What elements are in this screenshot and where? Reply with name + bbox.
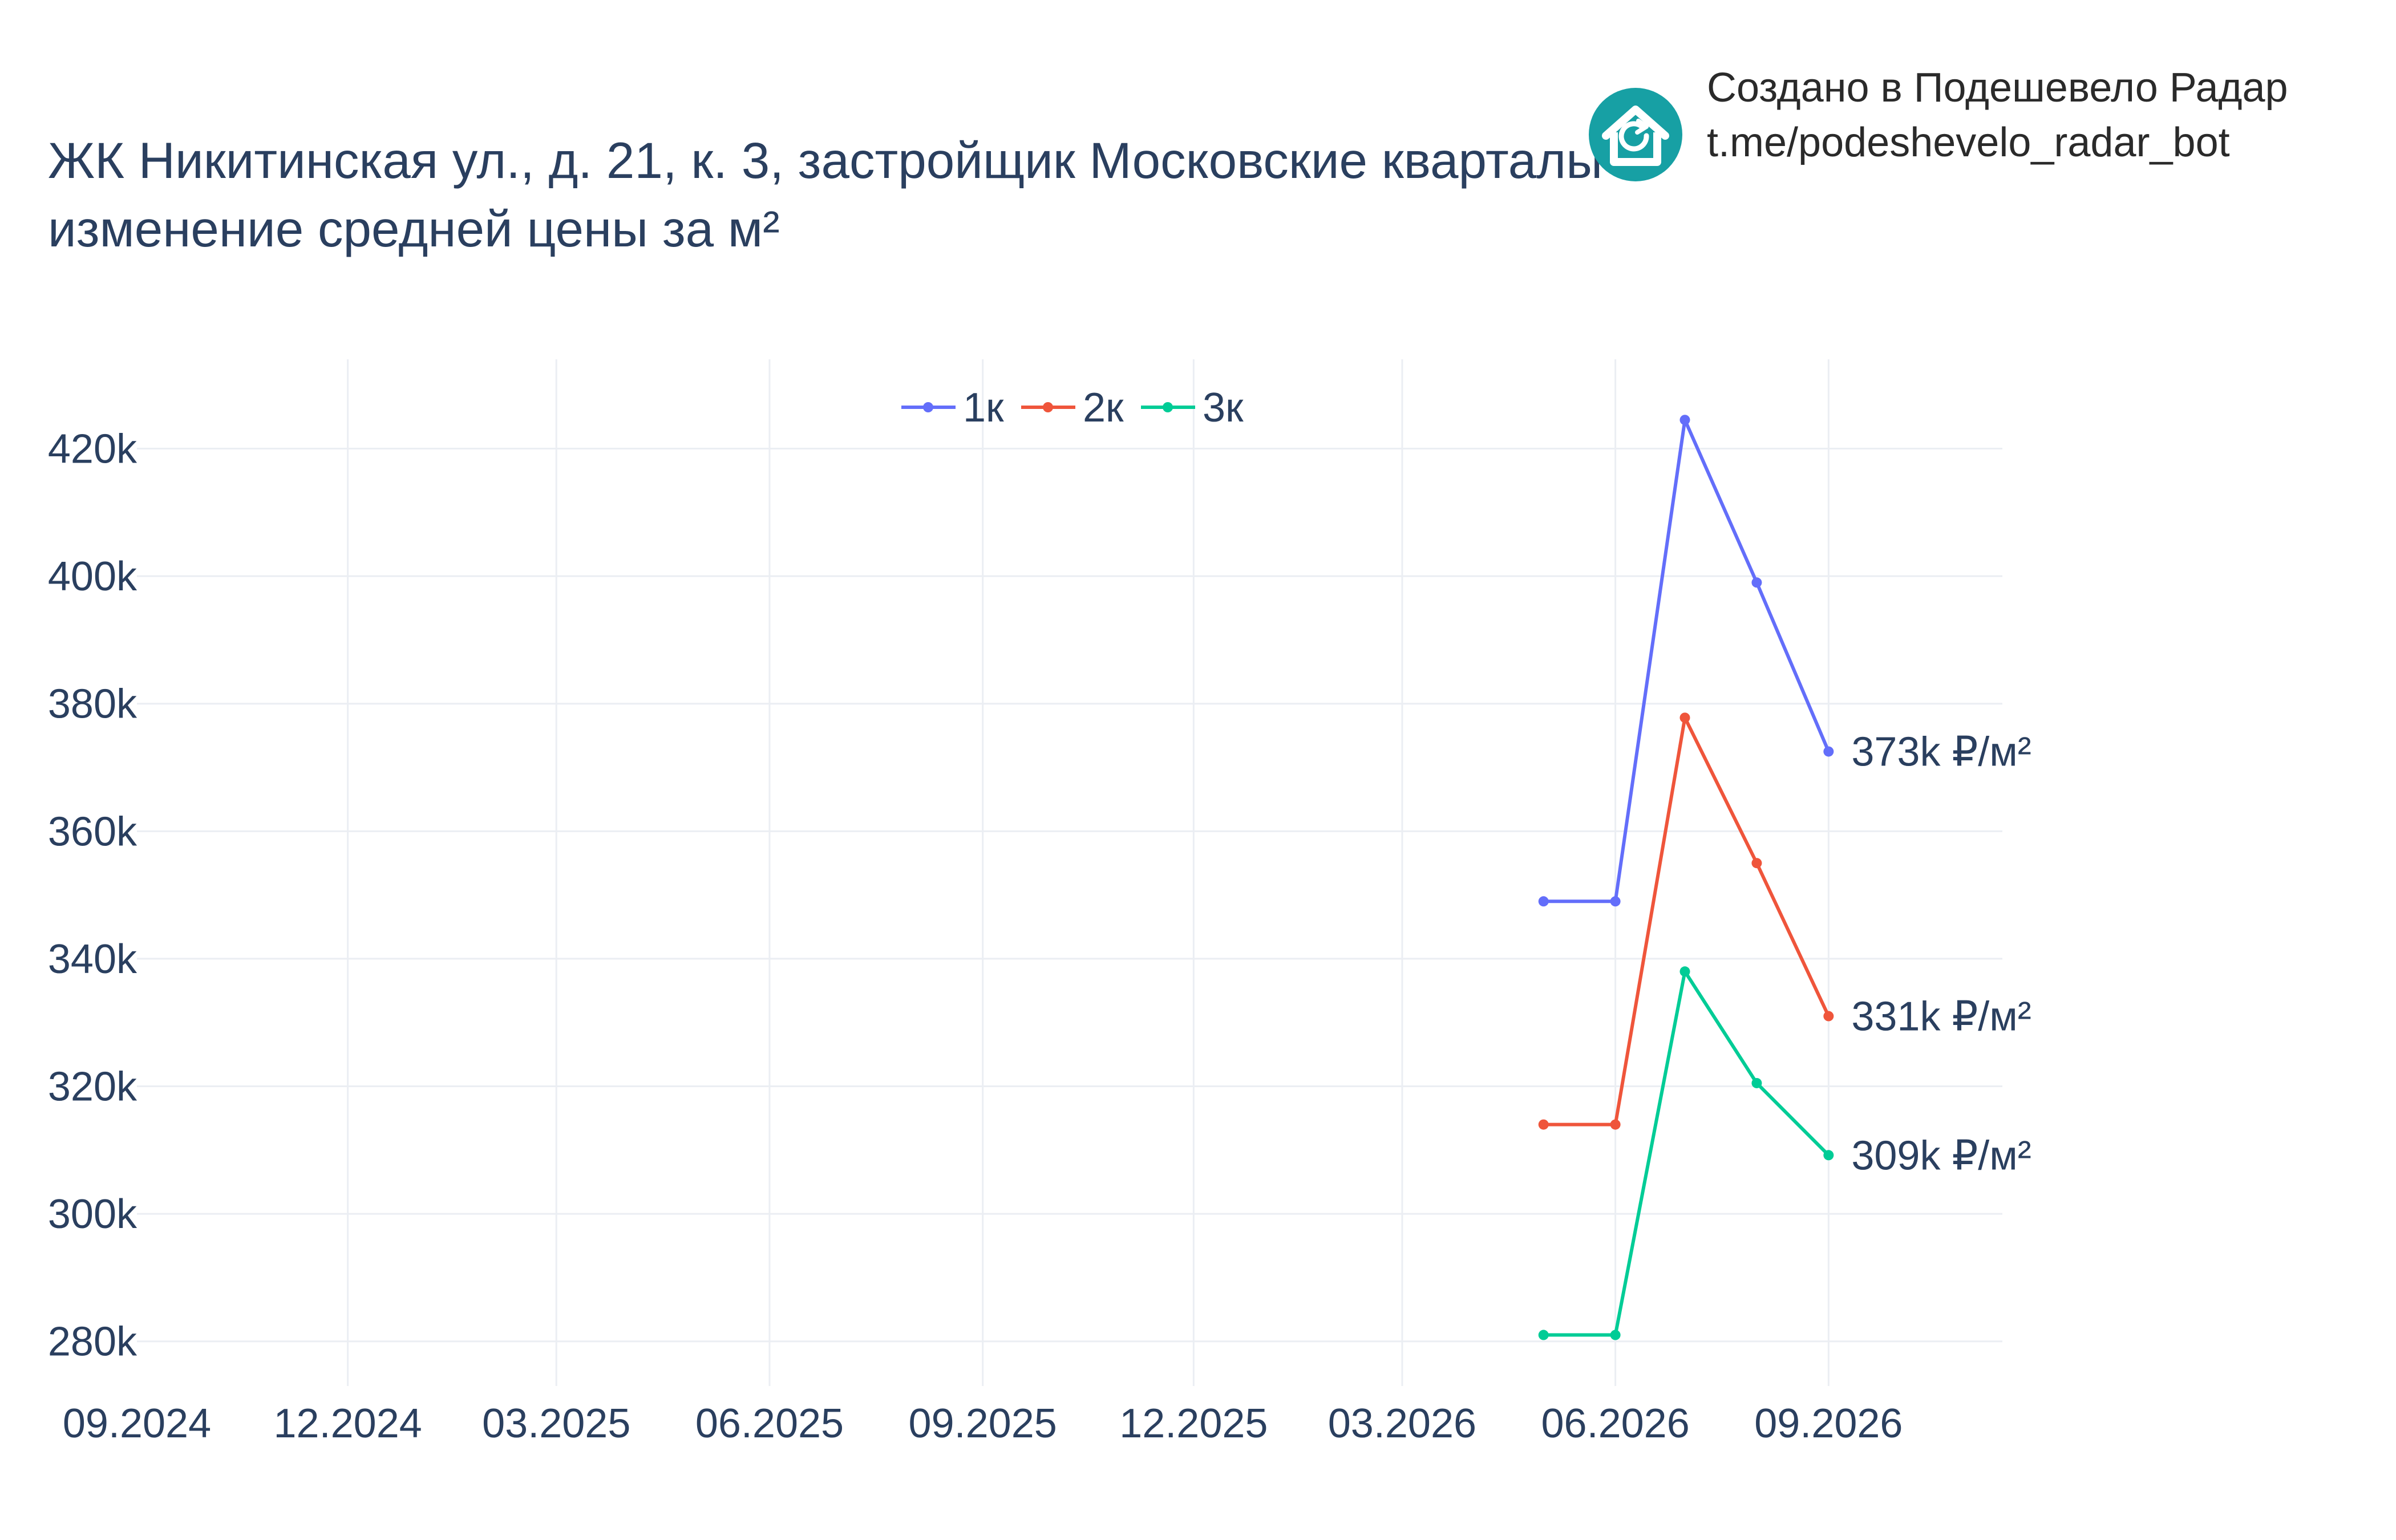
y-tick-label: 380k — [48, 682, 137, 727]
y-tick-label: 360k — [48, 809, 137, 854]
legend-entry[interactable]: 3к — [1203, 385, 1244, 431]
legend-marker — [1163, 402, 1173, 412]
y-tick-label: 320k — [48, 1064, 137, 1110]
data-point — [1538, 896, 1549, 907]
legend: 1к 2к 3к — [901, 385, 1244, 431]
data-point — [1538, 1119, 1549, 1130]
x-tick-label: 06.2026 — [1541, 1401, 1689, 1446]
x-tick-label: 09.2026 — [1754, 1401, 1903, 1446]
brand-logo-icon — [1589, 88, 1682, 181]
x-tick-label: 03.2025 — [482, 1401, 630, 1446]
legend-marker — [1043, 402, 1053, 412]
end-labels: 373k ₽/м² 331k ₽/м² 309k ₽/м² — [1851, 730, 2031, 1179]
x-axis-ticks: 09.2024 12.2024 03.2025 06.2025 09.2025 12.20… — [63, 1401, 1903, 1446]
chart-title: ЖК Никитинская ул., д. 21, к. 3, застрой… — [48, 132, 1602, 189]
y-axis-ticks: 280k 300k 320k 340k 360k 380k 400k 420k — [48, 427, 137, 1365]
brand-line-2: t.me/podeshevelo_radar_bot — [1707, 120, 2230, 165]
x-tick-label: 09.2024 — [63, 1401, 211, 1446]
data-point — [1610, 896, 1621, 907]
data-point — [1751, 1077, 1762, 1088]
y-tick-label: 280k — [48, 1319, 137, 1365]
legend-entry[interactable]: 1к — [963, 385, 1004, 431]
x-tick-label: 06.2025 — [695, 1401, 844, 1446]
y-tick-label: 400k — [48, 554, 137, 599]
data-point — [1823, 746, 1834, 757]
x-tick-label: 12.2025 — [1119, 1401, 1268, 1446]
data-point — [1751, 858, 1762, 869]
x-tick-label: 03.2026 — [1328, 1401, 1476, 1446]
series-line — [1543, 970, 1830, 1337]
chart-subtitle: изменение средней цены за м² — [48, 200, 780, 257]
series-line — [1543, 716, 1831, 1126]
data-point — [1610, 1330, 1621, 1340]
grid — [137, 359, 2002, 1386]
y-tick-label: 340k — [48, 937, 137, 982]
series-end-label: 331k ₽/м² — [1851, 994, 2031, 1040]
data-point — [1679, 712, 1690, 723]
y-tick-label: 300k — [48, 1192, 137, 1237]
data-point — [1823, 1011, 1834, 1022]
data-point — [1538, 1330, 1549, 1340]
series-line — [1543, 418, 1831, 903]
data-point — [1823, 1150, 1834, 1161]
series-end-label: 373k ₽/м² — [1851, 730, 2031, 775]
x-tick-label: 12.2024 — [274, 1401, 422, 1446]
series-end-label: 309k ₽/м² — [1851, 1133, 2031, 1178]
legend-marker — [923, 402, 933, 412]
data-point — [1679, 415, 1690, 425]
data-point — [1751, 577, 1762, 588]
series-lines — [1538, 415, 1834, 1340]
y-tick-label: 420k — [48, 427, 137, 472]
x-tick-label: 09.2025 — [909, 1401, 1057, 1446]
data-point — [1610, 1119, 1621, 1130]
legend-entry[interactable]: 2к — [1083, 385, 1124, 431]
brand-line-1: Создано в Подешевело Радар — [1707, 65, 2288, 111]
data-point — [1679, 966, 1690, 977]
